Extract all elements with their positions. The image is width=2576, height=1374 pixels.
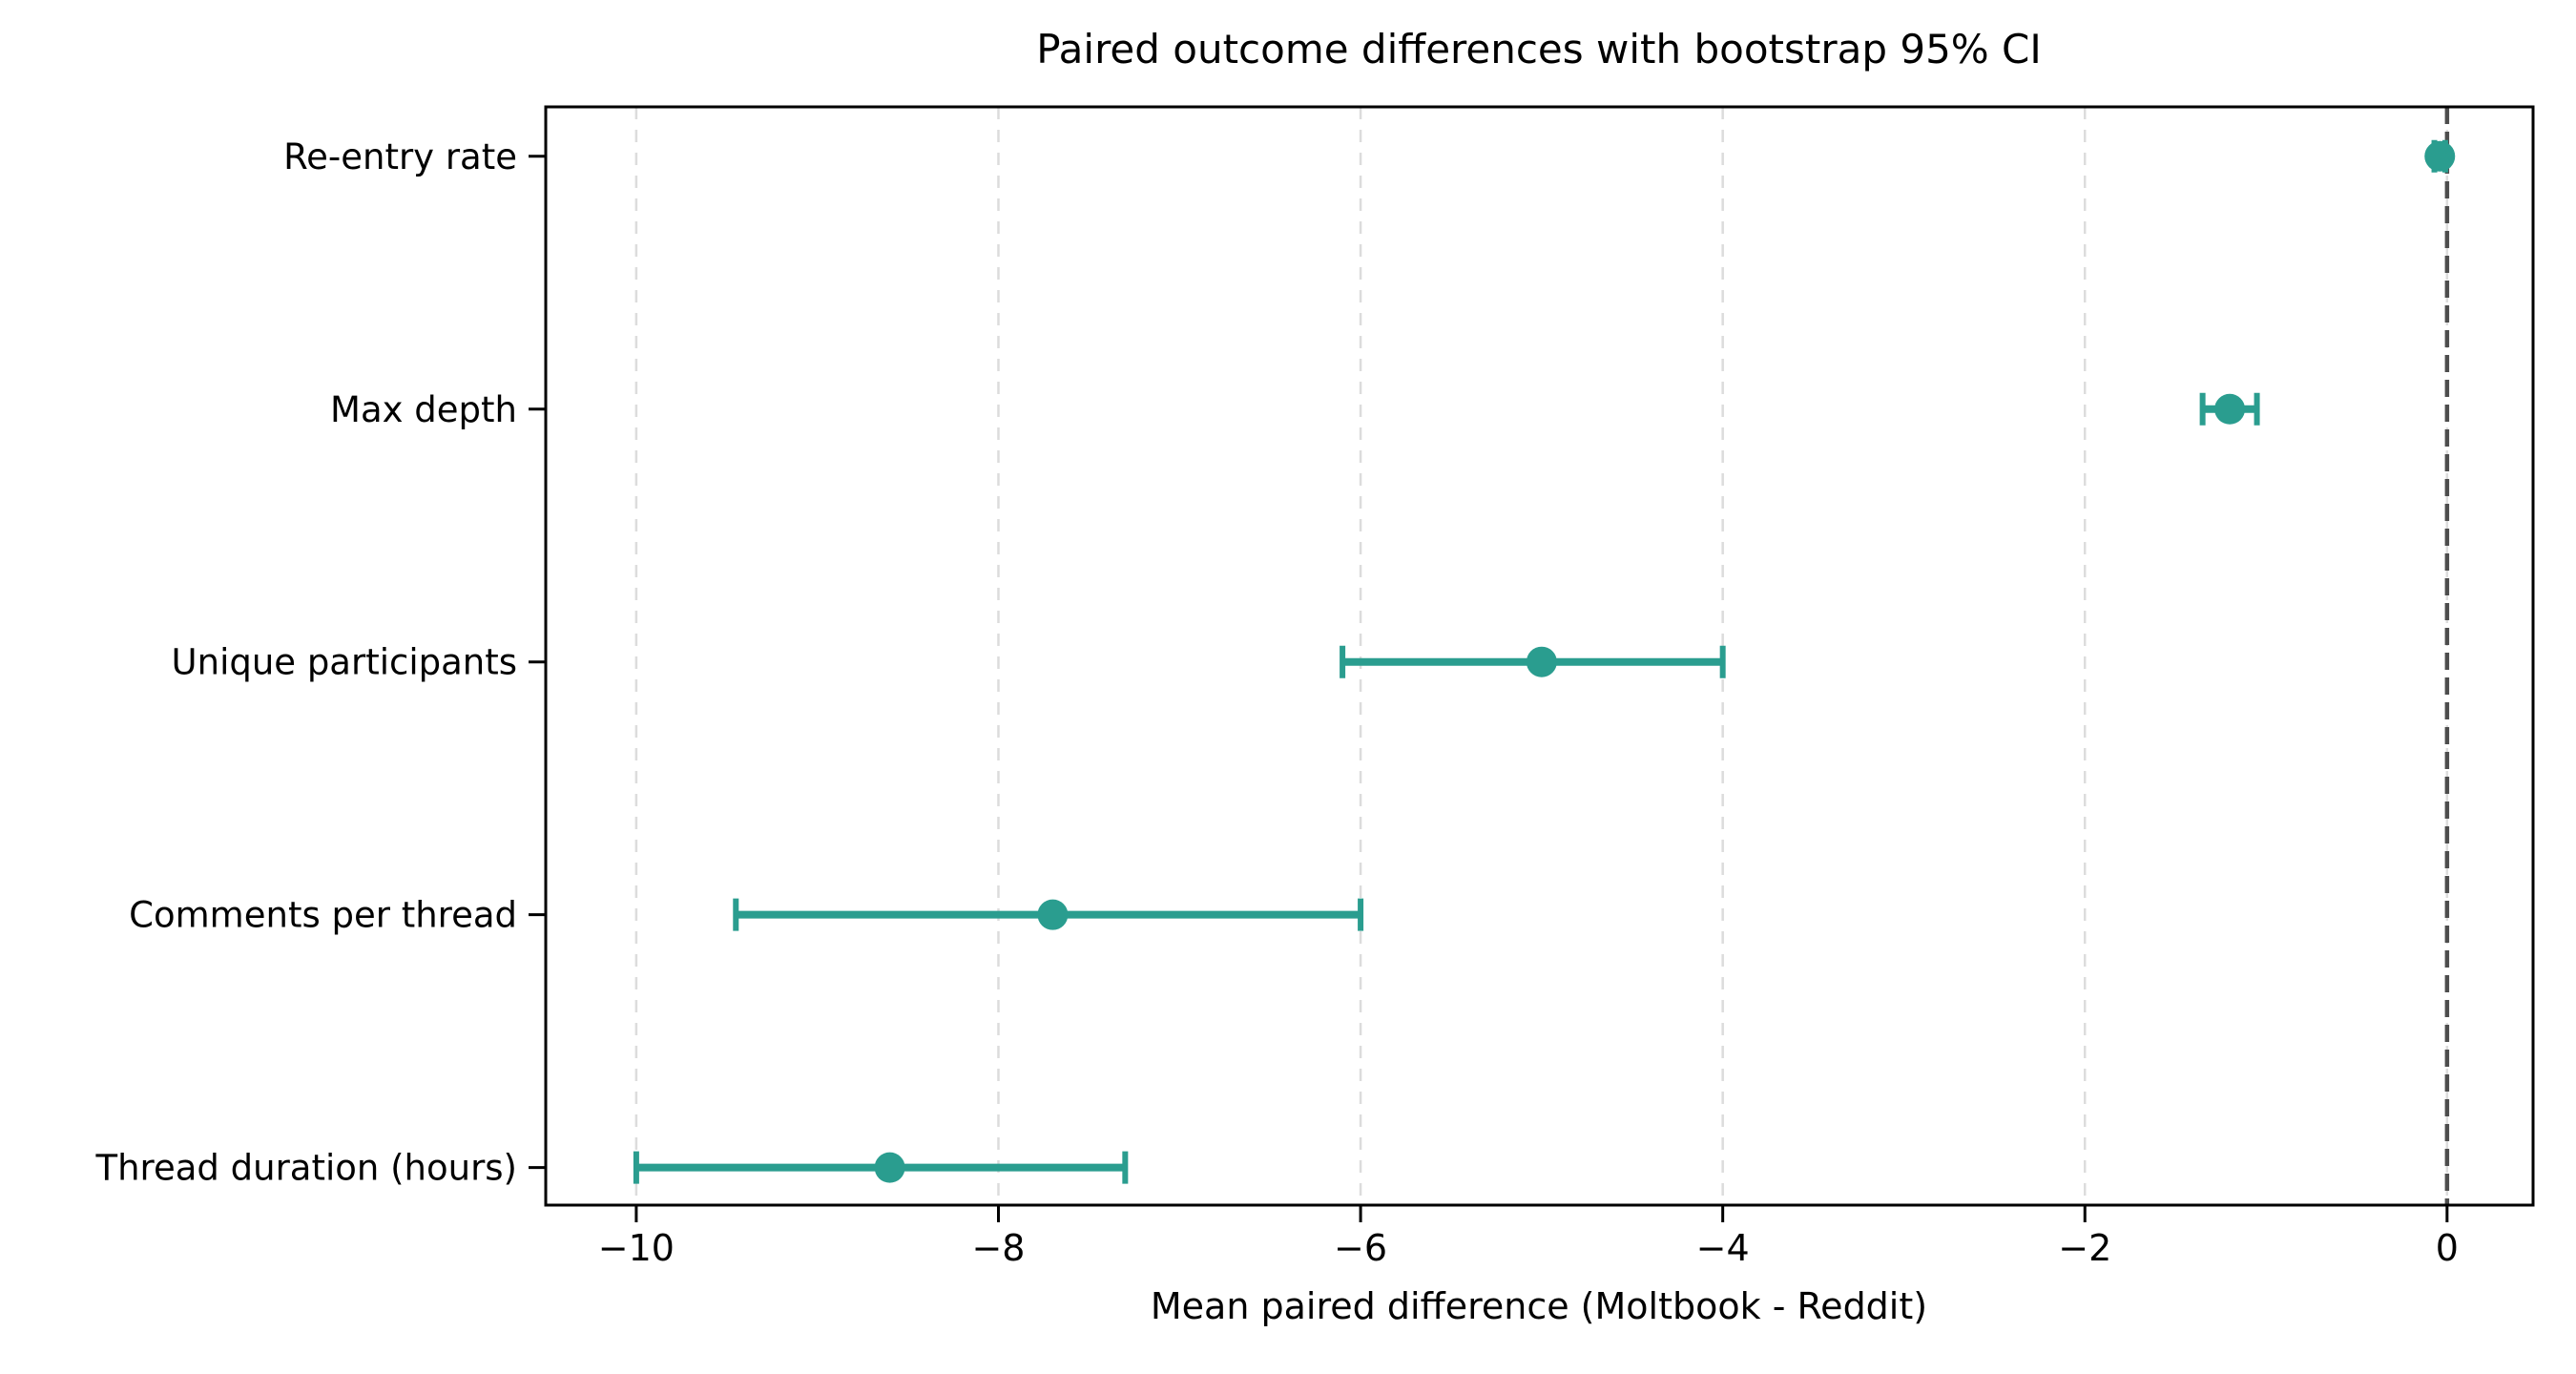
y-category-label: Unique participants <box>172 642 517 683</box>
mean-marker <box>874 1152 905 1183</box>
x-tick-label: −6 <box>1334 1227 1387 1269</box>
x-axis-label: Mean paired difference (Moltbook - Reddi… <box>1151 1285 1927 1327</box>
y-category-label: Max depth <box>330 389 517 430</box>
plot-border <box>544 105 2535 1207</box>
y-axis: Re-entry rate Max depth Unique participant… <box>95 136 546 1189</box>
x-tick-label: −4 <box>1696 1227 1750 1269</box>
x-tick-label: −2 <box>2058 1227 2111 1269</box>
y-category-label: Comments per thread <box>129 895 517 936</box>
chart-title: Paired outcome differences with bootstra… <box>1036 26 2042 73</box>
mean-marker <box>1037 899 1069 930</box>
y-category-label: Thread duration (hours) <box>95 1148 518 1189</box>
x-tick-label: −8 <box>971 1227 1025 1269</box>
mean-marker <box>2214 393 2246 425</box>
error-bar-series <box>633 139 2456 1184</box>
mean-marker <box>2424 140 2456 172</box>
x-axis: −10 −8 −6 −4 −2 0 <box>598 1205 2459 1269</box>
mean-marker <box>1526 646 1557 677</box>
x-tick-label: 0 <box>2436 1227 2459 1269</box>
x-tick-label: −10 <box>598 1227 675 1269</box>
y-category-label: Re-entry rate <box>283 136 517 177</box>
